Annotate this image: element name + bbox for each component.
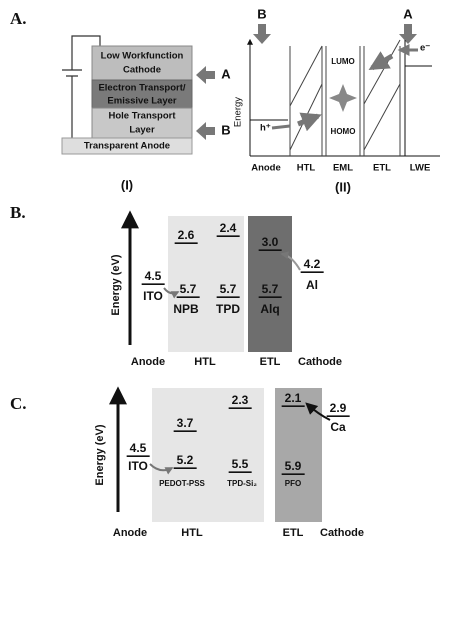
- material: ITO: [128, 459, 148, 473]
- layer-text: Emissive Layer: [107, 96, 176, 107]
- layer-label: Anode: [113, 527, 147, 539]
- material: Alq: [260, 302, 279, 316]
- electron-arrow: [368, 51, 394, 71]
- circuit: [62, 35, 101, 151]
- material: TPD-Si₂: [227, 479, 257, 488]
- material: NPB: [173, 302, 199, 316]
- layer-label: HTL: [181, 527, 203, 539]
- htl-band: [289, 45, 323, 156]
- injection-arrow: [305, 402, 331, 421]
- energy-diagram-c: Energy (eV) 2.3 3.7 2.1 2.9 4.5 5.2 5.5 …: [94, 386, 364, 539]
- pointer-label: A: [403, 6, 413, 21]
- material: ITO: [143, 289, 163, 303]
- axis-label: Energy (eV): [110, 254, 122, 315]
- injection-arrow: [163, 287, 180, 299]
- anode-layer: [61, 137, 193, 155]
- pointer-arrow: [196, 122, 215, 140]
- injection-arrow: [149, 463, 174, 475]
- energy-level: 3.0: [262, 235, 279, 249]
- caption: (II): [335, 179, 351, 194]
- device-stack: Low Workfunction Cathode Electron Transp…: [61, 35, 231, 192]
- layer-label: LWE: [410, 163, 431, 174]
- layer-text: Low Workfunction: [101, 51, 184, 62]
- layer-label: ETL: [283, 527, 304, 539]
- layer-label: HTL: [297, 163, 316, 174]
- pointer-arrow: [196, 66, 215, 84]
- material: PEDOT-PSS: [159, 479, 205, 488]
- carrier-label: e⁻: [420, 43, 430, 54]
- layer-text: Transparent Anode: [84, 141, 170, 152]
- axis-label: Energy (eV): [94, 424, 106, 485]
- energy-level: 4.5: [145, 269, 162, 283]
- energy-level: 2.6: [178, 228, 195, 242]
- energy-level: 2.3: [232, 393, 249, 407]
- axis-label: Energy: [233, 97, 244, 127]
- eml-band: [325, 46, 361, 156]
- energy-level: 5.2: [177, 453, 194, 467]
- layer-label: ETL: [260, 356, 281, 368]
- layer-text: Hole Transport: [108, 111, 176, 122]
- material: TPD: [216, 302, 240, 316]
- carrier-label: h⁺: [260, 123, 271, 134]
- energy-level: 5.7: [262, 282, 279, 296]
- layer-label: Cathode: [298, 356, 342, 368]
- hole-arrow: [271, 124, 291, 130]
- layer-label: EML: [333, 163, 353, 174]
- band-diagram: B A Energy LUMO HOMO h⁺ e⁻ Anode HTL EML…: [233, 6, 440, 194]
- energy-level: 2.9: [330, 401, 347, 415]
- panel-label: C.: [10, 394, 27, 413]
- emission-star: [329, 84, 357, 112]
- layer-label: Cathode: [320, 527, 364, 539]
- band-label: LUMO: [331, 57, 355, 66]
- hole-layer: [91, 107, 193, 139]
- etl-region: [248, 216, 292, 352]
- layer-label: Anode: [131, 356, 165, 368]
- htl-region: [152, 388, 264, 522]
- energy-level: 5.7: [180, 282, 197, 296]
- pointer-label: A: [221, 66, 231, 81]
- layer-label: Anode: [251, 163, 281, 174]
- pointer-arrow: [399, 24, 417, 44]
- energy-diagram-b: Energy (eV) 2.6 2.4 3.0 4.2 4.5 5.7 5.7 …: [110, 210, 342, 368]
- hole-arrow: [297, 112, 322, 132]
- material: PFO: [285, 479, 301, 488]
- layer-label: ETL: [373, 163, 391, 174]
- energy-level: 5.9: [285, 459, 302, 473]
- panel-label: B.: [10, 203, 26, 222]
- energy-level: 5.5: [232, 457, 249, 471]
- cathode-layer: [91, 45, 193, 81]
- energy-level: 4.5: [130, 441, 147, 455]
- layer-text: Layer: [129, 125, 155, 136]
- energy-level: 4.2: [304, 257, 321, 271]
- pointer-label: B: [221, 122, 230, 137]
- etl-region: [275, 388, 322, 522]
- caption: (I): [121, 177, 133, 192]
- lwe-level: [404, 40, 432, 156]
- layer-text: Electron Transport/: [98, 83, 185, 94]
- etl-band: [363, 39, 401, 156]
- energy-level: 3.7: [177, 416, 194, 430]
- energy-level: 5.7: [220, 282, 237, 296]
- injection-arrow: [280, 251, 301, 271]
- pointer-label: B: [257, 6, 266, 21]
- material: Al: [306, 278, 318, 292]
- htl-region: [168, 216, 244, 352]
- layer-label: HTL: [194, 356, 216, 368]
- layer-text: Cathode: [123, 65, 161, 76]
- material: Ca: [330, 420, 346, 434]
- energy-level: 2.4: [220, 221, 237, 235]
- pointer-arrow: [253, 24, 271, 44]
- band-label: HOMO: [331, 127, 356, 136]
- panel-label: A.: [10, 9, 27, 28]
- energy-level: 2.1: [285, 391, 302, 405]
